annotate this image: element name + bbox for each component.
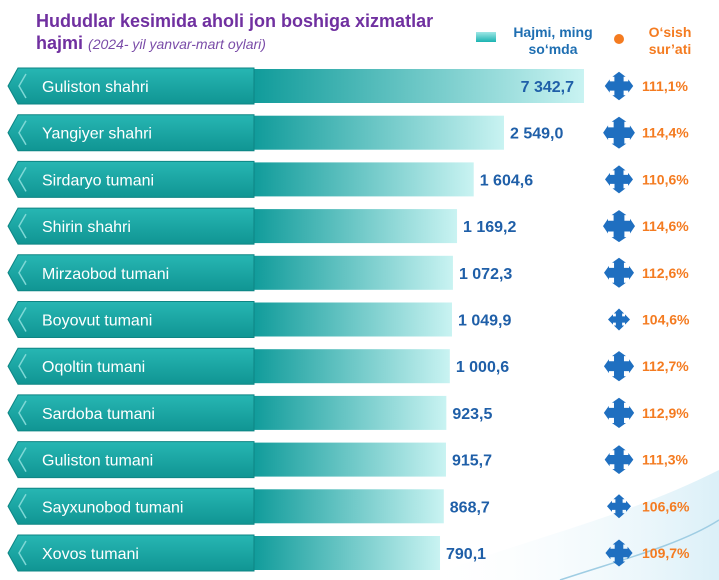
category-box-notch-2 [18, 167, 27, 192]
growth-label-9: 106,6% [642, 498, 690, 514]
category-box-4 [7, 254, 255, 292]
growth-marker-icon-2 [605, 165, 633, 194]
legend-growth: O‘sish sur’ati [612, 24, 712, 60]
category-box-notch-9 [18, 493, 27, 519]
bar-5 [252, 302, 452, 337]
bar-1 [252, 115, 504, 150]
category-label-0: Guliston shahri [42, 79, 149, 96]
category-box-notch-7 [18, 400, 27, 426]
category-box-notch-5 [18, 307, 27, 332]
category-box-9 [7, 487, 255, 525]
category-box-10 [7, 534, 255, 572]
growth-label-10: 109,7% [642, 545, 690, 561]
value-label-5: 1 049,9 [458, 313, 511, 330]
category-box-notch-6 [18, 353, 27, 379]
category-box-notch-10 [18, 540, 27, 566]
growth-marker-icon-5 [608, 308, 630, 331]
bar-0 [252, 69, 584, 103]
category-label-3: Shirin shahri [42, 219, 131, 236]
growth-label-4: 112,6% [642, 265, 689, 281]
category-label-4: Mirzaobod tumani [42, 266, 169, 283]
legend-growth-dot [614, 34, 624, 44]
growth-marker-icon-9 [607, 494, 631, 519]
category-box-6 [7, 347, 255, 385]
value-label-0: 7 342,7 [521, 79, 574, 96]
category-label-2: Sirdaryo tumani [42, 172, 154, 189]
category-label-10: Xovos tumani [42, 546, 139, 563]
growth-label-5: 104,6% [642, 312, 690, 328]
category-label-8: Guliston tumani [42, 453, 153, 470]
category-box-2 [7, 160, 255, 198]
category-label-7: Sardoba tumani [42, 406, 155, 423]
growth-marker-icon-1 [603, 116, 635, 149]
growth-marker-icon-0 [604, 71, 634, 101]
category-box-notch-0 [18, 73, 27, 99]
bar-9 [252, 489, 444, 524]
bar-2 [252, 162, 474, 197]
chart-title-main: Hududlar kesimida aholi jon boshiga xizm… [36, 11, 434, 53]
growth-marker-icon-6 [603, 351, 635, 382]
growth-marker-icon-3 [603, 210, 635, 243]
category-label-9: Sayxunobod tumani [42, 499, 183, 516]
growth-label-2: 110,6% [642, 171, 689, 187]
value-label-9: 868,7 [450, 499, 490, 516]
chart-subtitle: (2024- yil yanvar-mart oylari) [88, 36, 266, 52]
value-label-8: 915,7 [452, 453, 492, 470]
growth-marker-icon-4 [604, 257, 634, 288]
bar-8 [252, 442, 446, 477]
value-label-1: 2 549,0 [510, 126, 563, 143]
value-label-4: 1 072,3 [459, 266, 512, 283]
bar-4 [252, 255, 453, 290]
growth-label-8: 111,3% [642, 452, 688, 468]
legend-volume: Hajmi, ming so‘mda [476, 24, 606, 60]
chart-title: Hududlar kesimida aholi jon boshiga xizm… [36, 10, 476, 55]
bar-3 [252, 209, 458, 244]
bar-7 [252, 395, 447, 430]
category-box-7 [7, 394, 255, 432]
legend-growth-label: O‘sish sur’ati [648, 24, 692, 57]
value-label-3: 1 169,2 [463, 219, 516, 236]
category-label-6: Oqoltin tumani [42, 359, 145, 376]
category-label-1: Yangiyer shahri [42, 126, 152, 143]
category-box-notch-1 [18, 120, 27, 146]
category-box-notch-4 [18, 260, 27, 286]
growth-marker-icon-8 [604, 445, 634, 474]
category-box-5 [7, 301, 255, 338]
category-box-notch-3 [18, 213, 27, 239]
legend-volume-swatch [476, 32, 496, 42]
value-label-7: 923,5 [452, 406, 492, 423]
value-label-6: 1 000,6 [456, 359, 509, 376]
bar-6 [252, 349, 450, 384]
category-box-1 [7, 114, 255, 152]
category-box-notch-8 [18, 447, 27, 472]
value-label-10: 790,1 [446, 546, 486, 563]
growth-label-7: 112,9% [642, 405, 689, 421]
growth-label-1: 114,4% [642, 125, 689, 141]
category-box-8 [7, 441, 255, 479]
growth-label-6: 112,7% [642, 358, 689, 374]
growth-marker-icon-7 [603, 397, 635, 429]
growth-marker-icon-10 [605, 539, 633, 567]
legend-volume-label: Hajmi, ming so‘mda [513, 24, 593, 57]
value-label-2: 1 604,6 [480, 172, 533, 189]
growth-label-3: 114,6% [642, 218, 689, 234]
bar-10 [252, 536, 441, 570]
growth-label-0: 111,1% [642, 78, 688, 94]
category-box-0 [7, 67, 255, 105]
category-label-5: Boyovut tumani [42, 313, 152, 330]
category-box-3 [7, 207, 255, 245]
